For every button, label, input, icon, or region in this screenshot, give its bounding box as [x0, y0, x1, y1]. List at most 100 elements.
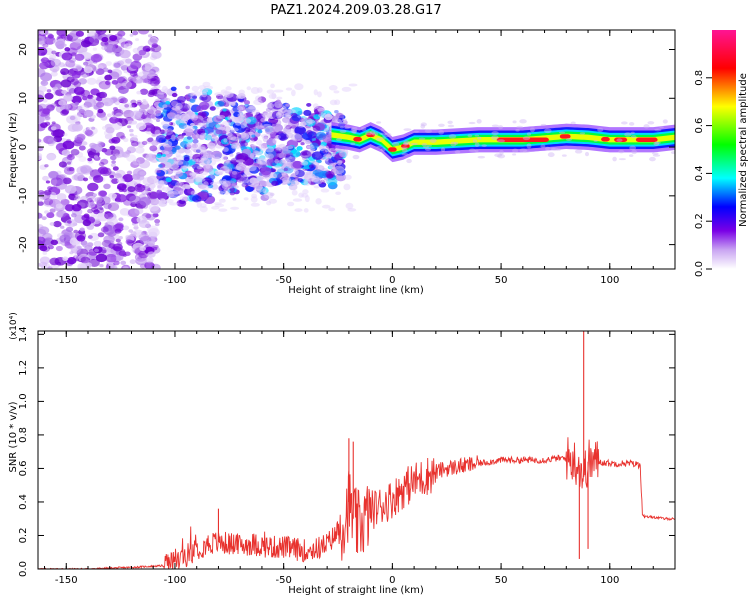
heatmap-cell	[147, 251, 156, 258]
heatmap-cell	[193, 91, 201, 97]
heatmap-cell	[240, 132, 247, 138]
heatmap-cell	[165, 100, 171, 105]
heatmap-cell	[119, 49, 131, 59]
heatmap-cell	[344, 174, 352, 180]
heatmap-cell	[269, 192, 275, 197]
heatmap-cell	[97, 166, 109, 175]
heatmap-cell	[117, 30, 126, 37]
heatmap-cell	[139, 171, 146, 176]
heatmap-cell	[135, 38, 140, 42]
heatmap-cell	[38, 226, 50, 235]
heatmap-cell	[80, 165, 93, 175]
heatmap-cell	[516, 125, 524, 129]
heatmap-cell	[148, 228, 160, 237]
heatmap-cell	[38, 190, 45, 195]
heatmap-cell	[202, 152, 210, 157]
heatmap-cell	[119, 208, 131, 216]
heatmap-cell	[276, 96, 283, 100]
heatmap-cell	[339, 150, 349, 158]
heatmap-cell	[82, 96, 88, 101]
heatmap-cell	[196, 158, 201, 163]
heatmap-cell	[78, 156, 87, 163]
heatmap-cell	[84, 98, 97, 108]
heatmap-cell	[321, 204, 331, 209]
heatmap-cell	[109, 34, 118, 42]
heatmap-cell	[78, 145, 86, 151]
heatmap-cell	[88, 35, 100, 44]
heatmap-cell	[63, 94, 73, 102]
heatmap-cell	[149, 198, 160, 206]
heatmap-cell	[184, 94, 191, 100]
heatmap-cell	[512, 120, 517, 124]
heatmap-cell	[315, 159, 321, 163]
heatmap-cell	[270, 122, 277, 127]
heatmap-cell	[199, 132, 207, 140]
heatmap-cell	[105, 253, 117, 263]
snr-panel: -150 -100 -50 0 50 100 0.0 0.2 0.4 0.6 0.8 1.0 1.2 1…	[8, 312, 676, 596]
heatmap-cell	[115, 112, 123, 119]
heatmap-cell	[318, 112, 328, 118]
heatmap-cell	[87, 157, 93, 162]
heatmap-cell	[47, 244, 54, 250]
heatmap-cell	[180, 165, 191, 169]
heatmap-cell	[512, 148, 519, 153]
heatmap-cell	[223, 188, 230, 195]
heatmap-cell	[651, 152, 659, 155]
heatmap-cell	[81, 141, 88, 146]
heatmap-cell	[49, 257, 60, 266]
snr-x-label: Height of straight line (km)	[288, 585, 424, 596]
heatmap-cell	[333, 165, 345, 175]
heatmap-cell	[297, 124, 305, 128]
heatmap-cell	[369, 130, 376, 135]
heatmap-cell	[654, 128, 662, 132]
heatmap-cell	[256, 87, 263, 93]
heatmap-cell	[138, 219, 150, 229]
heatmap-cell	[497, 139, 505, 143]
heatmap-cell	[497, 154, 506, 159]
heatmap-cell	[97, 108, 104, 114]
heatmap-cell	[142, 98, 147, 103]
heatmap-cell	[64, 34, 74, 42]
heatmap-cell	[260, 167, 272, 176]
heatmap-cell	[123, 43, 132, 50]
heatmap-cell	[629, 145, 637, 151]
heatmap-cell	[544, 128, 552, 134]
heatmap-cell	[66, 257, 77, 265]
heatmap-cell	[335, 191, 342, 196]
heatmap-cell	[72, 139, 83, 147]
heatmap-cell	[547, 152, 555, 158]
heatmap-cell	[629, 122, 635, 126]
heatmap-cell	[104, 74, 113, 81]
heatmap-cell	[64, 47, 71, 52]
heatmap-cell	[38, 236, 46, 245]
heatmap-cell	[286, 201, 295, 207]
heatmap-cell	[258, 143, 264, 150]
heatmap-cell	[59, 234, 71, 243]
colorbar-ticks: 0.0 0.2 0.4 0.6 0.8	[694, 70, 712, 277]
heatmap-cell	[474, 149, 479, 153]
heatmap-cell	[149, 69, 156, 75]
heatmap-cell	[225, 159, 230, 164]
heatmap-cell	[40, 57, 49, 64]
heatmap-cell	[266, 103, 275, 109]
heatmap-cell	[139, 197, 152, 206]
heatmap-cell	[218, 208, 228, 212]
heatmap-cell	[526, 132, 531, 136]
heatmap-cell	[108, 192, 118, 200]
heatmap-cell	[144, 66, 151, 71]
heatmap-cell	[235, 94, 242, 99]
heatmap-cell	[145, 48, 151, 52]
heatmap-cell	[324, 158, 329, 162]
heatmap-cell	[225, 86, 232, 91]
heatmap-cell	[118, 151, 127, 158]
heatmap-cell	[161, 154, 166, 158]
heatmap-cell	[83, 61, 89, 66]
heatmap-cell	[208, 168, 215, 176]
heatmap-cell	[156, 153, 162, 158]
heatmap-cell	[584, 151, 590, 157]
heatmap-cell	[515, 128, 520, 132]
heatmap-cell	[56, 179, 64, 185]
heatmap-cell	[70, 245, 82, 254]
heatmap-cell	[467, 134, 473, 138]
